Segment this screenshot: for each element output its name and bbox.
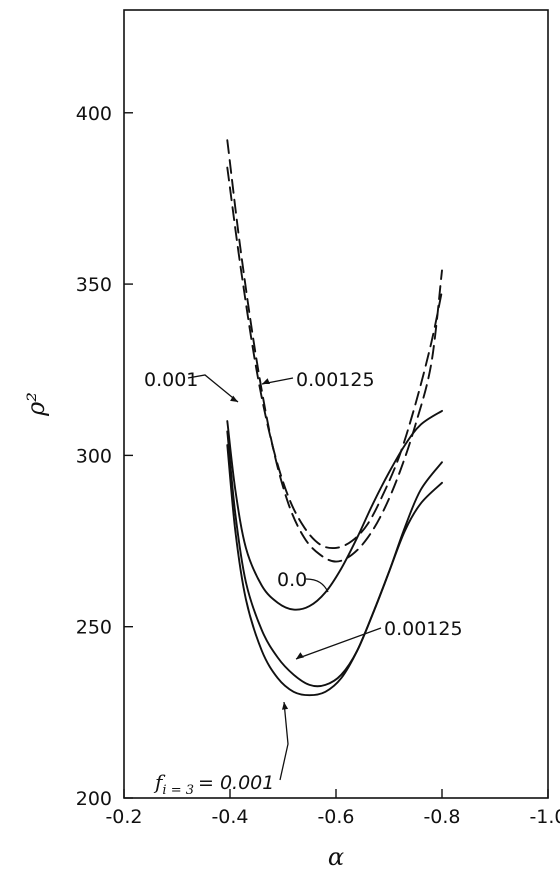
annotation-f-subscript: i = 3 — [162, 783, 194, 798]
annotation-solid-0-00125: 0.00125 — [384, 618, 463, 640]
series-line-solid-3 — [226, 409, 443, 611]
chart-series — [226, 139, 443, 697]
arrowhead-3 — [282, 702, 289, 710]
arrowhead-0 — [230, 395, 238, 402]
y-tick-label: 400 — [76, 103, 112, 125]
y-tick-label: 200 — [76, 788, 112, 810]
series-line-dashed-1 — [226, 166, 443, 550]
x-tick-label: -1.0 — [529, 806, 560, 828]
series-line-solid-5 — [226, 444, 443, 697]
arrowhead-2 — [296, 652, 304, 659]
arrowhead-1 — [262, 378, 270, 384]
axis-ticks — [123, 112, 549, 799]
y-tick-label: 300 — [76, 445, 112, 467]
leader-solid-0-00125 — [295, 627, 382, 660]
leader-dashed-0-001 — [187, 374, 239, 403]
annotation-leader-lines — [187, 374, 382, 781]
annotation-solid-f-label: fi = 3 = 0.001 — [153, 770, 274, 798]
x-tick-label: -0.8 — [423, 806, 460, 828]
annotation-solid-0-0: 0.0 — [277, 569, 307, 591]
y-axis-title: ρ² — [22, 392, 50, 417]
series-line-dashed-2 — [226, 139, 443, 563]
x-tick-label: -0.6 — [317, 806, 354, 828]
y-tick-label: 350 — [76, 274, 112, 296]
series-line-solid-4 — [226, 430, 443, 688]
leader-solid-0-0 — [305, 578, 329, 593]
annotation-f-value: = 0.001 — [198, 772, 274, 794]
leader-solid-0-001 — [279, 701, 289, 781]
annotation-dashed-0-001: 0.001 — [144, 369, 198, 391]
x-tick-label: -0.4 — [211, 806, 248, 828]
axis-tick-labels: -0.2 -0.4 -0.6 -0.8 -1.0 200 250 300 350 400 — [76, 103, 560, 828]
annotation-dashed-0-00125: 0.00125 — [296, 369, 375, 391]
x-tick-label: -0.2 — [105, 806, 142, 828]
y-tick-label: 250 — [76, 617, 112, 639]
x-axis-title: α — [328, 843, 344, 871]
